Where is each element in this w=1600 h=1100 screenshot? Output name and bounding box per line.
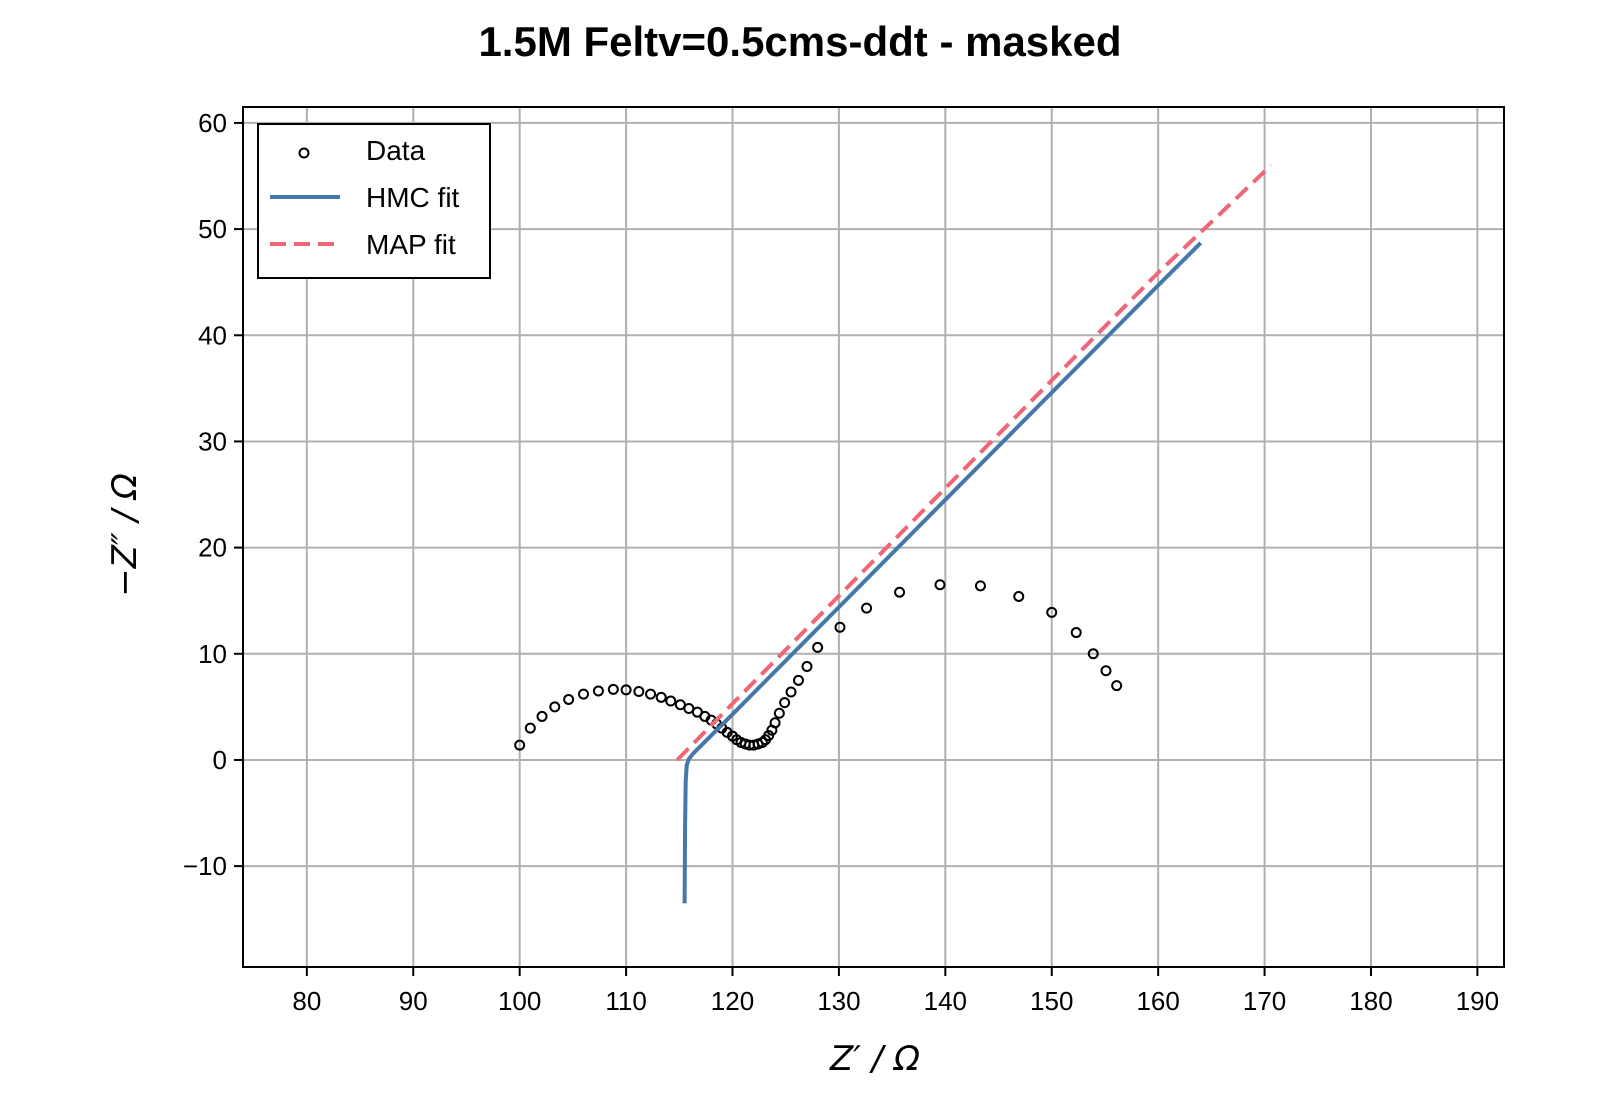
series-group: [514, 163, 1273, 904]
data-point: [655, 691, 667, 703]
x-tick-label: 150: [1030, 986, 1073, 1016]
plot-frame: [242, 106, 1505, 968]
y-tick-label: 50: [198, 214, 227, 244]
legend-label: HMC fit: [366, 182, 460, 213]
data-point: [645, 688, 657, 700]
x-tick-label: 140: [924, 986, 967, 1016]
data-point: [834, 621, 846, 633]
data-point: [792, 674, 804, 686]
data-point: [592, 685, 604, 697]
x-tick-label: 80: [292, 986, 321, 1016]
x-tick-label: 180: [1349, 986, 1392, 1016]
y-tick-label: 30: [198, 426, 227, 456]
data-point: [620, 684, 632, 696]
data-point: [1070, 627, 1082, 639]
data-point: [607, 683, 619, 695]
map-fit-line: [675, 163, 1273, 762]
data-point: [974, 580, 986, 592]
plot-series: [514, 163, 1273, 904]
y-tick-label: 60: [198, 108, 227, 138]
y-tick-label: 10: [198, 639, 227, 669]
grid: [243, 107, 1504, 967]
legend-box: [257, 123, 491, 279]
x-tick-label: 160: [1136, 986, 1179, 1016]
y-tick-label: 0: [213, 745, 227, 775]
data-point: [1046, 606, 1058, 618]
chart-title: 1.5M Feltv=0.5cms-ddt - masked: [478, 18, 1121, 65]
data-point: [812, 641, 824, 653]
data-point: [563, 693, 575, 705]
legend-label: Data: [366, 135, 426, 166]
x-tick-label: 100: [498, 986, 541, 1016]
data-point: [769, 717, 781, 729]
data-series: [514, 579, 1123, 751]
data-point: [514, 739, 526, 751]
data-point: [779, 697, 791, 709]
data-point: [665, 695, 677, 707]
legend: Data HMC fit MAP fit: [257, 123, 491, 279]
data-point: [785, 686, 797, 698]
data-point: [1087, 648, 1099, 660]
data-point: [773, 707, 785, 719]
data-point: [578, 688, 590, 700]
y-tick-label: 20: [198, 533, 227, 563]
data-point: [934, 579, 946, 591]
x-tick-label: 90: [399, 986, 428, 1016]
data-point: [524, 722, 536, 734]
y-axis-label: −Z″ / Ω: [105, 473, 145, 597]
y-tick-label: 40: [198, 320, 227, 350]
legend-label: MAP fit: [366, 229, 456, 260]
data-point: [633, 685, 645, 697]
x-tick-label: 110: [605, 986, 646, 1016]
hmc-fit-line: [682, 241, 1203, 904]
data-point: [1111, 680, 1123, 692]
x-tick-label: 120: [711, 986, 754, 1016]
data-point: [1013, 590, 1025, 602]
x-axis-label: Z′ / Ω: [829, 1039, 920, 1079]
axis-ticks: 80 90 100 110 120 130 140 150 160 170 180 190 −10 0 10…: [183, 108, 1499, 1016]
data-point: [1100, 665, 1112, 677]
data-point: [536, 710, 548, 722]
x-tick-label: 190: [1456, 986, 1499, 1016]
data-point: [861, 602, 873, 614]
y-tick-label: −10: [183, 851, 227, 881]
data-point: [549, 701, 561, 713]
data-point: [801, 661, 813, 673]
data-point: [894, 586, 906, 598]
legend-marker-data: [298, 147, 310, 159]
x-tick-label: 170: [1243, 986, 1286, 1016]
x-tick-label: 130: [817, 986, 860, 1016]
